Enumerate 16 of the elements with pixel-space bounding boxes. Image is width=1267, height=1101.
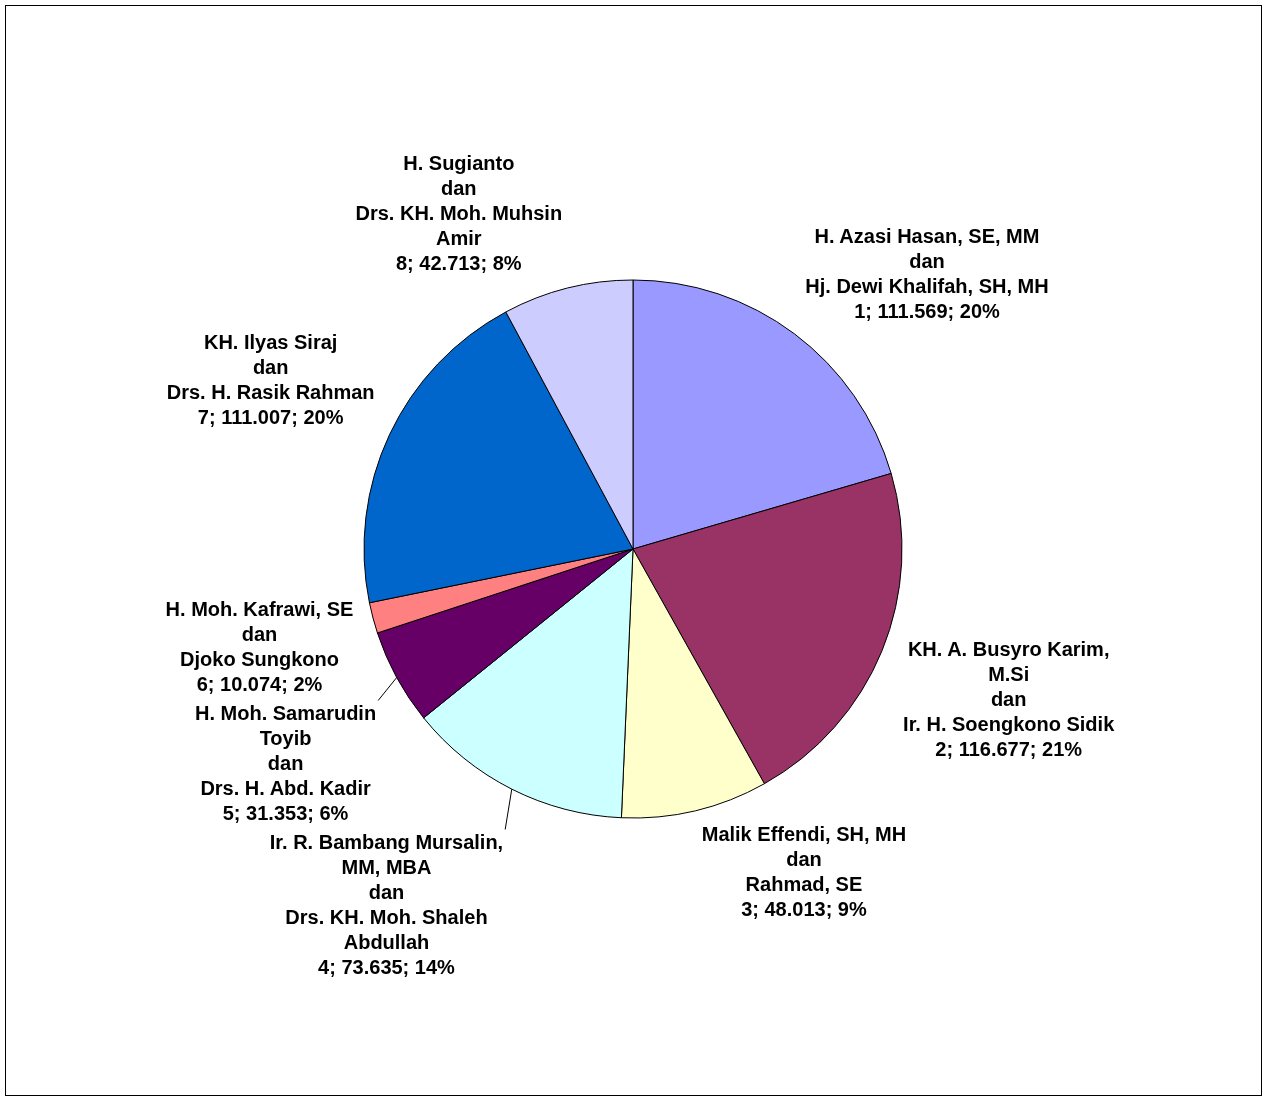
data-label: 8; 42.713; 8% [395, 252, 522, 275]
data-label: 7; 111.007; 20% [197, 405, 344, 428]
slice-label: H. Sugianto dan Drs. KH. Moh. Muhsin Amir [355, 152, 563, 250]
slice-label: H. Moh. Kafrawi, SE dan Djoko Sungkono [165, 597, 354, 670]
data-label: 2; 116.677; 21% [935, 737, 1083, 760]
data-label: 4; 73.635; 14% [318, 955, 456, 978]
data-label: 5; 31.353; 6% [222, 801, 349, 824]
slice-label: Malik Effendi, SH, MH dan Rahmad, SE [701, 823, 907, 896]
slice-label: Ir. R. Bambang Mursalin, MM, MBA dan Drs. KH. Moh. Shaleh Abdullah [269, 830, 504, 953]
slice-label: KH. Ilyas Siraj dan Drs. H. Rasik Rahman [166, 330, 375, 403]
data-label: 3; 48.013; 9% [741, 898, 867, 921]
slice-label: H. Azasi Hasan, SE, MM dan Hj. Dewi Khalifah, SH, MH [805, 225, 1049, 298]
slice-label: H. Moh. Samarudin Toyib dan Drs. H. Abd. Kadir [195, 701, 377, 799]
data-label: 1; 111.569; 20% [854, 300, 1001, 323]
data-label: 6; 10.074; 2% [196, 672, 323, 695]
slice-label: KH. A. Busyro Karim, M.Si dan Ir. H. Soengkono Sidik [903, 637, 1116, 735]
